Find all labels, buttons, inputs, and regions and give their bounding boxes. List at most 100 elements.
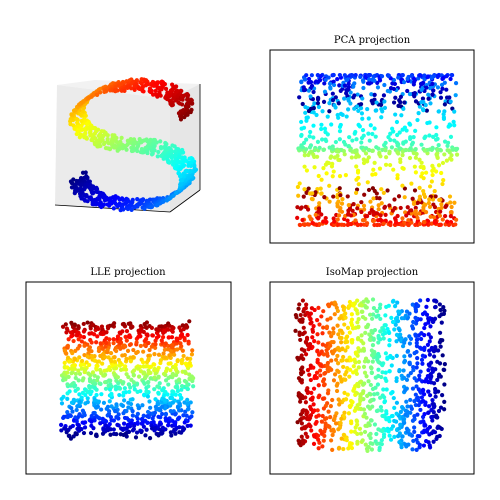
scurve3d-point	[169, 103, 174, 108]
isomap-point	[370, 359, 375, 364]
lle-point	[65, 382, 70, 387]
lle-point	[105, 326, 111, 331]
pca-point	[421, 99, 426, 105]
lle-point	[141, 360, 146, 365]
pca-point	[448, 134, 454, 139]
isomap-point	[334, 383, 339, 388]
isomap-point	[412, 414, 417, 419]
isomap-point	[380, 362, 385, 368]
isomap-point	[329, 367, 334, 372]
isomap-point	[360, 390, 366, 396]
lle-point	[102, 368, 107, 373]
pca-point	[304, 73, 309, 78]
isomap-point	[430, 366, 435, 371]
isomap-point	[326, 409, 331, 414]
pca-point	[388, 162, 393, 168]
pca-point	[365, 106, 370, 112]
pca-point	[329, 154, 334, 159]
pca-point	[355, 92, 360, 97]
lle-point	[135, 416, 140, 422]
pca-point	[304, 137, 309, 142]
isomap-point	[341, 354, 346, 360]
isomap-point	[422, 325, 427, 331]
isomap-point	[297, 302, 302, 307]
lle-point	[95, 334, 100, 339]
pca-point	[353, 190, 359, 195]
lle-point	[182, 426, 187, 431]
lle-point	[102, 380, 108, 385]
pca-point	[323, 77, 328, 83]
scurve3d-point	[77, 102, 82, 107]
pca-point	[337, 208, 342, 213]
lle-point	[117, 330, 122, 335]
pca-point	[336, 199, 341, 204]
isomap-point	[414, 316, 419, 321]
lle-point	[59, 428, 64, 433]
pca-point	[358, 74, 363, 79]
lle-point	[78, 334, 83, 339]
scurve3d-point	[68, 122, 73, 127]
lle-point	[95, 378, 100, 383]
isomap-point	[438, 344, 443, 349]
isomap-point	[423, 322, 428, 327]
pca-point	[297, 181, 302, 186]
pca-point	[438, 222, 443, 227]
scurve3d-point	[183, 104, 188, 109]
isomap-point	[407, 432, 412, 437]
scatter-points-isomap	[293, 297, 447, 454]
lle-point	[82, 369, 87, 375]
pca-point	[359, 209, 364, 215]
lle-point	[85, 400, 90, 405]
pca-point	[421, 192, 427, 197]
lle-point	[130, 408, 135, 414]
isomap-point	[367, 406, 373, 411]
pca-point	[412, 164, 417, 169]
pca-point	[342, 96, 347, 101]
isomap-point	[299, 434, 304, 439]
lle-point	[185, 407, 191, 412]
lle-point	[163, 355, 168, 360]
isomap-point	[389, 426, 394, 431]
pca-point	[344, 88, 349, 93]
scurve3d-point	[185, 97, 190, 102]
isomap-point	[303, 408, 309, 413]
pca-point	[320, 137, 325, 142]
isomap-point	[412, 399, 417, 404]
isomap-point	[369, 418, 374, 423]
isomap-point	[356, 359, 362, 365]
pca-point	[450, 147, 456, 152]
pca-point	[379, 106, 384, 112]
isomap-point	[371, 312, 376, 317]
lle-point	[153, 342, 158, 347]
pca-point	[393, 112, 398, 117]
isomap-point	[327, 330, 332, 335]
isomap-point	[437, 330, 443, 335]
pca-point	[427, 204, 433, 209]
isomap-point	[378, 316, 383, 322]
isomap-point	[374, 431, 379, 437]
lle-point	[112, 321, 117, 326]
scurve3d-point	[118, 208, 123, 213]
pca-point	[325, 114, 330, 119]
isomap-point	[306, 311, 311, 316]
isomap-point	[381, 413, 386, 418]
isomap-point	[329, 358, 334, 363]
scurve3d-point	[173, 190, 179, 195]
pca-point	[439, 170, 444, 176]
scurve3d-point	[169, 149, 174, 155]
scurve3d-point	[182, 115, 187, 120]
pca-point	[453, 93, 458, 98]
pca-point	[395, 143, 400, 148]
pca-point	[368, 123, 373, 128]
isomap-point	[416, 387, 421, 392]
pca-point	[428, 214, 433, 219]
isomap-point	[332, 372, 338, 377]
pca-point	[428, 86, 433, 91]
lle-point	[122, 398, 127, 403]
pca-point	[335, 112, 340, 118]
isomap-point	[357, 426, 363, 431]
pca-point	[367, 210, 372, 216]
lle-point	[133, 435, 139, 440]
isomap-point	[355, 320, 360, 325]
isomap-point	[357, 380, 363, 385]
